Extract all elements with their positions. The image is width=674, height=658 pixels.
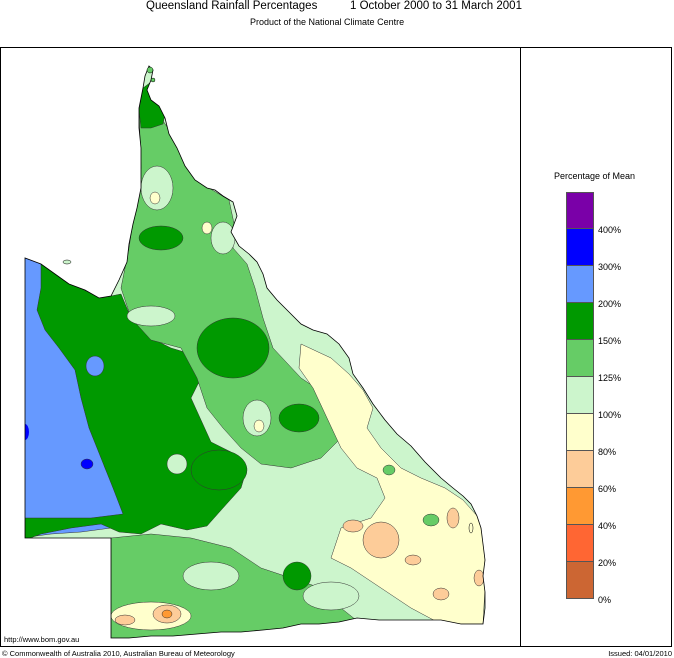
legend-label: 0% bbox=[598, 595, 612, 605]
source-url[interactable]: http://www.bom.gov.au bbox=[4, 635, 80, 644]
region-60-80-patch bbox=[404, 554, 422, 566]
region-60-80-patch bbox=[114, 614, 136, 626]
legend-swatch bbox=[566, 562, 594, 599]
legend-label: 300% bbox=[598, 262, 622, 272]
region-100-125-patch bbox=[302, 581, 360, 611]
legend-label: 200% bbox=[598, 299, 622, 309]
map-title-period: 1 October 2000 to 31 March 2001 bbox=[350, 0, 522, 12]
region-200-300-patch bbox=[85, 355, 105, 377]
legend-swatch bbox=[566, 488, 594, 525]
region-100-125-patch bbox=[182, 561, 240, 591]
region-60-80-patch bbox=[473, 569, 485, 587]
map-title-main: Queensland Rainfall Percentages bbox=[146, 0, 318, 12]
legend-swatch bbox=[566, 266, 594, 303]
region-125-150-patch bbox=[422, 513, 440, 527]
region-150-200-patch bbox=[138, 225, 184, 251]
region-300-400-patch bbox=[25, 424, 29, 440]
region-150-200-patch bbox=[190, 449, 248, 491]
copyright-text: © Commonwealth of Australia 2010, Austra… bbox=[2, 649, 235, 658]
region-100-125-patch bbox=[126, 305, 176, 327]
legend-swatch bbox=[566, 377, 594, 414]
region-80-100-patch bbox=[201, 221, 213, 235]
region-60-80-patch bbox=[362, 521, 400, 559]
legend-title: Percentage of Mean bbox=[554, 171, 636, 181]
map-title: Queensland Rainfall Percentages 1 Octobe… bbox=[0, 0, 674, 14]
legend-swatch bbox=[566, 451, 594, 488]
legend-label: 40% bbox=[598, 521, 617, 531]
legend-label: 80% bbox=[598, 447, 617, 457]
region-100-125-patch bbox=[210, 221, 236, 255]
island bbox=[62, 259, 72, 265]
legend-label: 400% bbox=[598, 225, 622, 235]
region-80-100-patch bbox=[253, 419, 265, 433]
legend-swatch bbox=[566, 303, 594, 340]
region-300-400-patch bbox=[80, 458, 94, 470]
region-150-200-patch bbox=[282, 561, 312, 591]
island bbox=[146, 66, 154, 74]
region-60-80-patch bbox=[342, 519, 364, 533]
legend-label: 150% bbox=[598, 336, 622, 346]
region-125-150-patch bbox=[382, 464, 396, 476]
region-40-60-patch bbox=[161, 609, 173, 619]
legend-divider bbox=[520, 47, 521, 647]
legend-label: 20% bbox=[598, 558, 617, 568]
legend-swatch bbox=[566, 414, 594, 451]
region-150-200-patch bbox=[278, 403, 320, 433]
legend-swatch bbox=[566, 525, 594, 562]
legend-swatch bbox=[566, 229, 594, 266]
legend-swatch bbox=[566, 340, 594, 377]
region-150-200-patch bbox=[196, 317, 270, 379]
island bbox=[468, 522, 474, 534]
legend-swatch bbox=[566, 192, 594, 229]
legend-label: 60% bbox=[598, 484, 617, 494]
region-60-80-patch bbox=[446, 507, 460, 529]
legend-label: 100% bbox=[598, 410, 622, 420]
island bbox=[150, 77, 156, 83]
region-100-125-patch bbox=[166, 453, 188, 475]
region-80-100-patch bbox=[149, 191, 161, 205]
queensland-map bbox=[24, 65, 486, 639]
region-60-80-patch bbox=[432, 587, 450, 601]
map-frame bbox=[0, 47, 672, 647]
legend-color-bar bbox=[566, 192, 594, 599]
map-subtitle: Product of the National Climate Centre bbox=[250, 17, 405, 27]
issued-date: Issued: 04/01/2010 bbox=[608, 649, 672, 658]
legend-label: 125% bbox=[598, 373, 622, 383]
